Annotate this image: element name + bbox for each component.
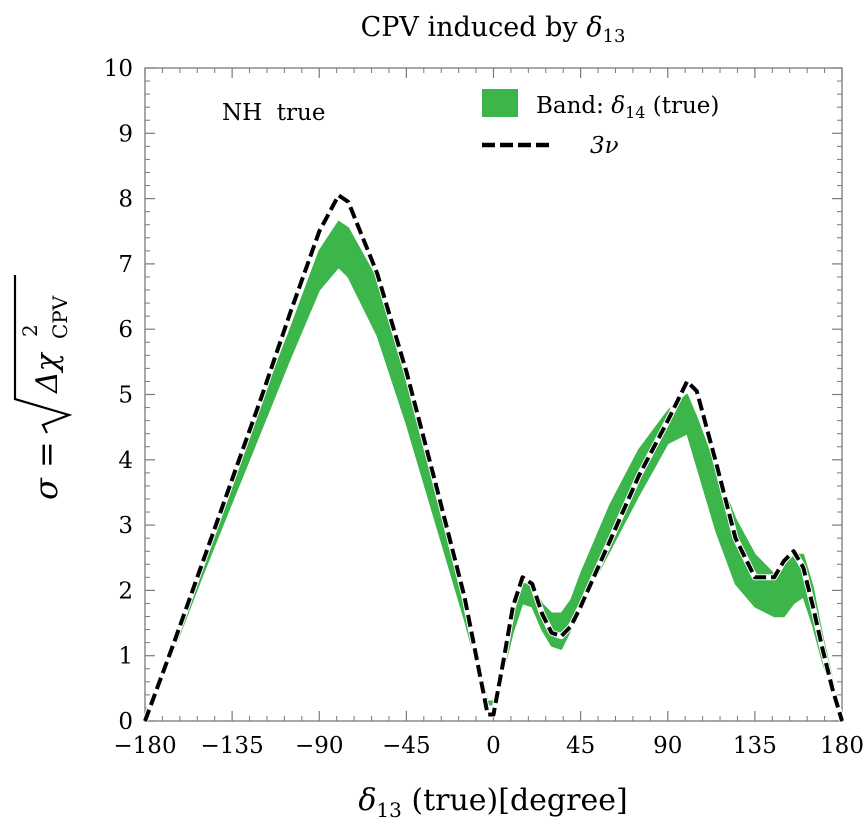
y-tick-label: 7	[118, 252, 133, 278]
legend-label-band: Band: δ14 (true)	[536, 93, 719, 122]
x-axis-label-rest: (true)[degree]	[411, 783, 627, 818]
x-tick-label: −180	[113, 733, 176, 759]
chart-title: CPV induced by δ13	[361, 12, 626, 47]
y-tick-label: 4	[118, 448, 133, 474]
x-axis-label: δ13 (true)[degree]	[358, 783, 627, 822]
chart-title-subscript: 13	[603, 26, 626, 47]
y-tick-label: 2	[118, 578, 133, 604]
x-tick-label: −45	[382, 733, 431, 759]
y-axis-label-inner: Δχ	[30, 351, 65, 394]
y-axis-label-lhs: σ =	[27, 431, 65, 500]
x-axis-label-symbol: δ	[358, 783, 376, 818]
y-tick-label: 10	[104, 56, 133, 82]
x-tick-label: 0	[486, 733, 501, 759]
y-tick-label: 9	[118, 121, 133, 147]
y-axis-label-sqrt	[13, 275, 73, 434]
y-tick-label: 8	[118, 187, 133, 213]
legend-swatch-band	[482, 89, 518, 117]
y-axis-label-sub: CPV	[48, 295, 72, 339]
y-tick-label: 0	[118, 709, 133, 735]
y-ticks: 0 1 2 3 4 5 6 7 8 9 10	[104, 56, 842, 735]
x-tick-label: −135	[201, 733, 264, 759]
legend: Band: δ14 (true) 3ν	[482, 89, 719, 159]
y-tick-label: 6	[118, 317, 133, 343]
annotation-nh-true: NH true	[222, 100, 325, 126]
svg-text:Δχ: Δχ	[30, 351, 65, 394]
x-tick-label: 135	[733, 733, 777, 759]
y-axis-label: σ = Δχ 2 CPV	[13, 275, 73, 500]
x-axis-label-subscript: 13	[376, 798, 401, 822]
y-tick-label: 5	[118, 383, 133, 409]
legend-band-symbol: δ	[611, 93, 625, 119]
plot-frame	[144, 67, 843, 722]
y-axis-label-sup: 2	[18, 324, 42, 337]
legend-band-rest: (true)	[645, 93, 719, 119]
series-layer	[142, 192, 845, 723]
x-tick-label: −90	[295, 733, 344, 759]
chart-title-symbol: δ	[586, 12, 602, 43]
series-band-delta14	[144, 220, 843, 722]
x-tick-label: 90	[653, 733, 682, 759]
x-ticks: −180 −135 −90 −45 0 45 90 135 180	[113, 68, 864, 759]
legend-band-text: Band:	[536, 93, 611, 119]
x-tick-label: 180	[820, 733, 864, 759]
x-tick-label: 45	[566, 733, 595, 759]
legend-label-3nu: 3ν	[590, 133, 619, 159]
series-3nu-halo	[142, 192, 845, 723]
chart-title-text: CPV induced by	[361, 12, 587, 43]
legend-band-subscript: 14	[625, 103, 645, 122]
y-tick-label: 1	[118, 644, 133, 670]
y-tick-label: 3	[118, 513, 133, 539]
svg-text:σ =: σ =	[27, 431, 65, 500]
